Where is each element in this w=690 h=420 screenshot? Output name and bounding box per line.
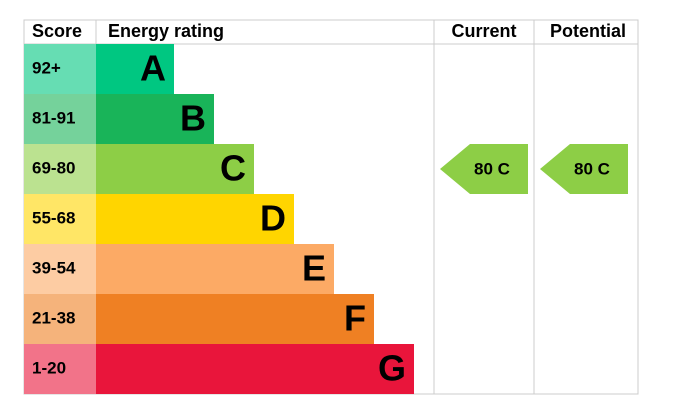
score-label: 21-38 xyxy=(32,308,75,327)
score-label: 92+ xyxy=(32,58,61,77)
rating-bar xyxy=(96,294,374,344)
score-cell xyxy=(24,144,96,194)
header-potential: Potential xyxy=(550,21,626,41)
potential-arrow xyxy=(540,144,628,194)
header-current: Current xyxy=(451,21,516,41)
rating-letter: D xyxy=(260,198,286,239)
rating-letter: C xyxy=(220,148,246,189)
score-cell xyxy=(24,344,96,394)
rating-bar xyxy=(96,344,414,394)
score-cell xyxy=(24,94,96,144)
current-arrow xyxy=(440,144,528,194)
rating-letter: B xyxy=(180,98,206,139)
rating-letter: F xyxy=(344,298,366,339)
score-cell xyxy=(24,44,96,94)
rating-letter: G xyxy=(378,348,406,389)
score-label: 55-68 xyxy=(32,208,75,227)
header-rating: Energy rating xyxy=(108,21,224,41)
rating-bar xyxy=(96,94,214,144)
rating-bar xyxy=(96,194,294,244)
rating-bar xyxy=(96,244,334,294)
score-label: 1-20 xyxy=(32,358,66,377)
rating-bar xyxy=(96,44,174,94)
score-label: 39-54 xyxy=(32,258,76,277)
potential-label: 80 C xyxy=(574,159,610,178)
header-score: Score xyxy=(32,21,82,41)
current-label: 80 C xyxy=(474,159,510,178)
score-label: 81-91 xyxy=(32,108,75,127)
score-label: 69-80 xyxy=(32,158,75,177)
rating-bar xyxy=(96,144,254,194)
score-cell xyxy=(24,244,96,294)
score-cell xyxy=(24,194,96,244)
rating-letter: E xyxy=(302,248,326,289)
score-cell xyxy=(24,294,96,344)
rating-letter: A xyxy=(140,48,166,89)
